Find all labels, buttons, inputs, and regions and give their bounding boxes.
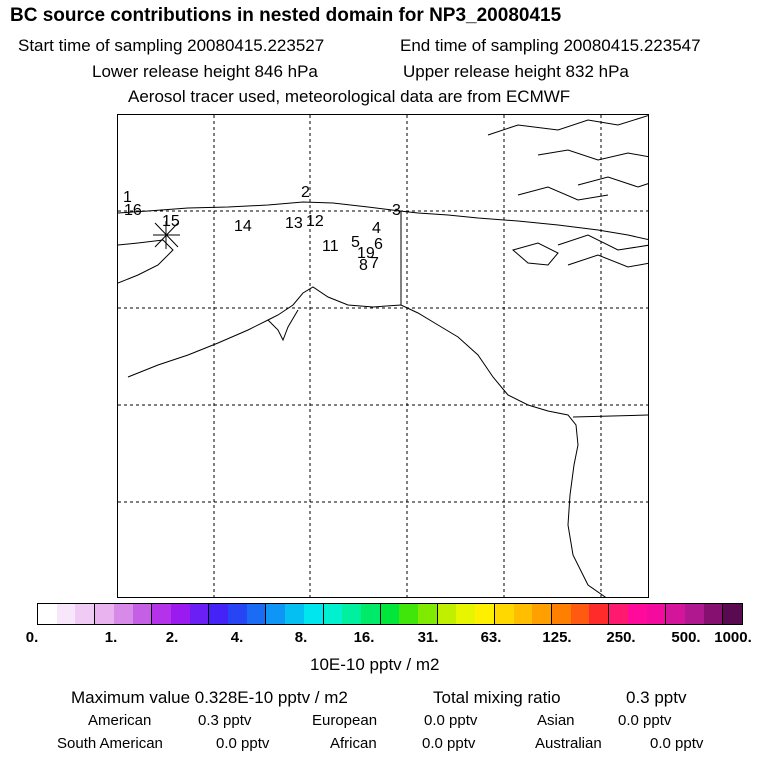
total-mixing-value: 0.3 pptv xyxy=(626,688,687,707)
colorbar-segment xyxy=(342,604,361,624)
colorbar-segment xyxy=(493,604,514,624)
colorbar-segment xyxy=(436,604,457,624)
colorbar-segment xyxy=(246,604,266,624)
sample-label-1: 1 xyxy=(123,189,132,206)
colorbar-segment xyxy=(265,604,286,624)
australian-value: 0.0 pptv xyxy=(650,735,704,752)
sample-label-15: 15 xyxy=(162,213,180,230)
lower-release-height: Lower release height 846 hPa xyxy=(92,62,318,81)
colorbar-tick: 31. xyxy=(417,629,439,646)
colorbar-segment xyxy=(570,604,590,624)
colorbar-segment xyxy=(360,604,380,624)
colorbar-segment xyxy=(38,604,57,624)
colorbar-segment xyxy=(170,604,190,624)
map-canvas xyxy=(118,115,648,597)
colorbar-tick: 250. xyxy=(606,629,636,646)
asian-value: 0.0 pptv xyxy=(618,712,672,729)
colorbar-segment xyxy=(228,604,247,624)
colorbar-segment xyxy=(646,604,666,624)
colorbar-tick: 1. xyxy=(104,629,118,646)
south-american-value: 0.0 pptv xyxy=(216,735,270,752)
colorbar-segment xyxy=(113,604,133,624)
colorbar-segment xyxy=(75,604,95,624)
american-label: American xyxy=(88,712,152,729)
colorbar-tick: 0. xyxy=(25,629,39,646)
colorbar-tick: 8. xyxy=(294,629,308,646)
colorbar-segment xyxy=(456,604,476,624)
asian-label: Asian xyxy=(537,712,575,729)
african-value: 0.0 pptv xyxy=(422,735,476,752)
colorbar-segment xyxy=(684,604,704,624)
sample-label-8: 8 xyxy=(359,257,368,274)
sample-label-5: 5 xyxy=(351,234,360,251)
sample-label-6: 6 xyxy=(374,236,383,253)
african-label: African xyxy=(330,735,377,752)
colorbar-segment xyxy=(151,604,171,624)
australian-label: Australian xyxy=(535,735,602,752)
colorbar-segment xyxy=(285,604,304,624)
colorbar-segment xyxy=(532,604,551,624)
colorbar-segment xyxy=(132,604,152,624)
colorbar-tick: 16. xyxy=(353,629,375,646)
colorbar-segment xyxy=(722,604,743,624)
colorbar-segment xyxy=(608,604,628,624)
upper-release-height: Upper release height 832 hPa xyxy=(403,62,629,81)
sample-label-11: 11 xyxy=(322,238,339,255)
sample-label-4: 4 xyxy=(372,220,381,237)
american-value: 0.3 pptv xyxy=(198,712,252,729)
colorbar-segment xyxy=(665,604,685,624)
coastlines xyxy=(118,115,648,597)
sample-label-13: 13 xyxy=(285,215,303,232)
colorbar-tick: 63. xyxy=(480,629,502,646)
colorbar-tick: 125. xyxy=(542,629,572,646)
colorbar-segment xyxy=(322,604,343,624)
colorbar-segment xyxy=(418,604,437,624)
sample-label-2: 2 xyxy=(301,184,310,201)
end-time: End time of sampling 20080415.223547 xyxy=(400,36,701,55)
colorbar-tick: 500. xyxy=(671,629,701,646)
sample-marker xyxy=(153,221,180,249)
colorbar-segment xyxy=(208,604,229,624)
colorbar-tick: 2. xyxy=(165,629,179,646)
colorbar-segment xyxy=(475,604,494,624)
colorbar-segment xyxy=(550,604,571,624)
tracer-note: Aerosol tracer used, meteorological data… xyxy=(128,87,571,106)
colorbar-units: 10E-10 pptv / m2 xyxy=(310,655,440,674)
sample-label-16: 16 xyxy=(124,202,142,219)
colorbar-segment xyxy=(56,604,76,624)
map-panel: 1 16 15 14 2 13 12 11 5 19 8 7 6 4 3 xyxy=(117,114,649,598)
colorbar-segment xyxy=(379,604,400,624)
colorbar-segment xyxy=(627,604,647,624)
colorbar-segment xyxy=(399,604,419,624)
colorbar xyxy=(37,603,743,625)
colorbar-tick: 1000. xyxy=(714,629,752,646)
european-label: European xyxy=(312,712,378,729)
max-value: Maximum value 0.328E-10 pptv / m2 xyxy=(71,688,348,707)
colorbar-segment xyxy=(589,604,609,624)
colorbar-segment xyxy=(189,604,209,624)
colorbar-segment xyxy=(513,604,533,624)
colorbar-segment xyxy=(703,604,723,624)
colorbar-tick: 4. xyxy=(230,629,244,646)
graticule xyxy=(118,115,648,597)
sample-label-19: 19 xyxy=(357,245,375,262)
european-value: 0.0 pptv xyxy=(424,712,478,729)
colorbar-segment xyxy=(303,604,323,624)
start-time: Start time of sampling 20080415.223527 xyxy=(18,36,325,55)
south-american-label: South American xyxy=(57,735,163,752)
sample-label-3: 3 xyxy=(392,202,401,219)
sample-label-7: 7 xyxy=(370,255,379,272)
sample-label-14: 14 xyxy=(234,218,252,235)
plot-title: BC source contributions in nested domain… xyxy=(10,5,562,26)
sample-label-12: 12 xyxy=(306,213,324,230)
colorbar-segment xyxy=(94,604,114,624)
total-mixing-label: Total mixing ratio xyxy=(433,688,561,707)
